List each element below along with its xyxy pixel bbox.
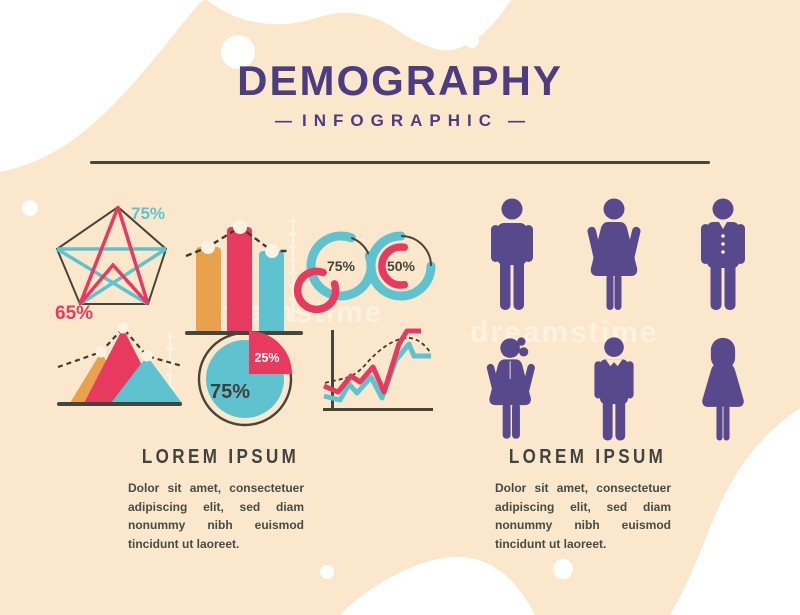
subtitle-dash: — [275,111,292,130]
bar-chart-icon [185,216,303,335]
subtitle-text: INFOGRAPHIC [302,111,498,130]
person-man-tie-icon [594,337,634,441]
page-subtitle: — INFOGRAPHIC — [0,111,800,131]
section-heading: LOREM IPSUM [508,446,667,468]
section-body: Dolor sit amet, consectetuer adipiscing … [128,481,304,551]
donut-gauge-icons: 75% 50% [293,231,436,314]
white-dot [22,200,38,216]
pie-chart-icon: 75% 25% [197,331,293,427]
header: DEMOGRAPHY — INFOGRAPHIC — [0,60,800,131]
charts-panel: 75% 65% 75% 50% [55,204,436,427]
person-girl-ponytail-icon [486,337,535,439]
white-dot [465,34,479,48]
person-businessman-icon [701,198,745,310]
section-body: Dolor sit amet, consectetuer adipiscing … [495,481,671,551]
gauge-right-value: 50% [387,258,416,274]
white-dot [553,559,573,579]
area-chart-icon [57,322,183,406]
text-section-right: LOREM IPSUM Dolor sit amet, consectetuer… [495,446,671,553]
white-dot [320,565,334,579]
radar-chart-icon: 75% 65% [55,204,168,324]
radar-bottom-label: 65% [55,303,93,324]
person-man-icon [491,198,533,310]
white-dot [221,35,255,69]
line-chart-icon [323,328,433,411]
divider-line [90,161,710,164]
pie-major-label: 75% [210,381,250,403]
text-section-left: LOREM IPSUM Dolor sit amet, consectetuer… [128,446,304,553]
subtitle-dash: — [508,111,525,130]
gauge-left-value: 75% [327,258,356,274]
radar-top-label: 75% [131,204,165,223]
person-woman-icon [587,198,641,310]
section-heading: LOREM IPSUM [141,446,300,468]
page-title: DEMOGRAPHY [237,57,563,104]
pie-minor-label: 25% [254,351,279,365]
person-woman-bob-icon [702,337,744,441]
